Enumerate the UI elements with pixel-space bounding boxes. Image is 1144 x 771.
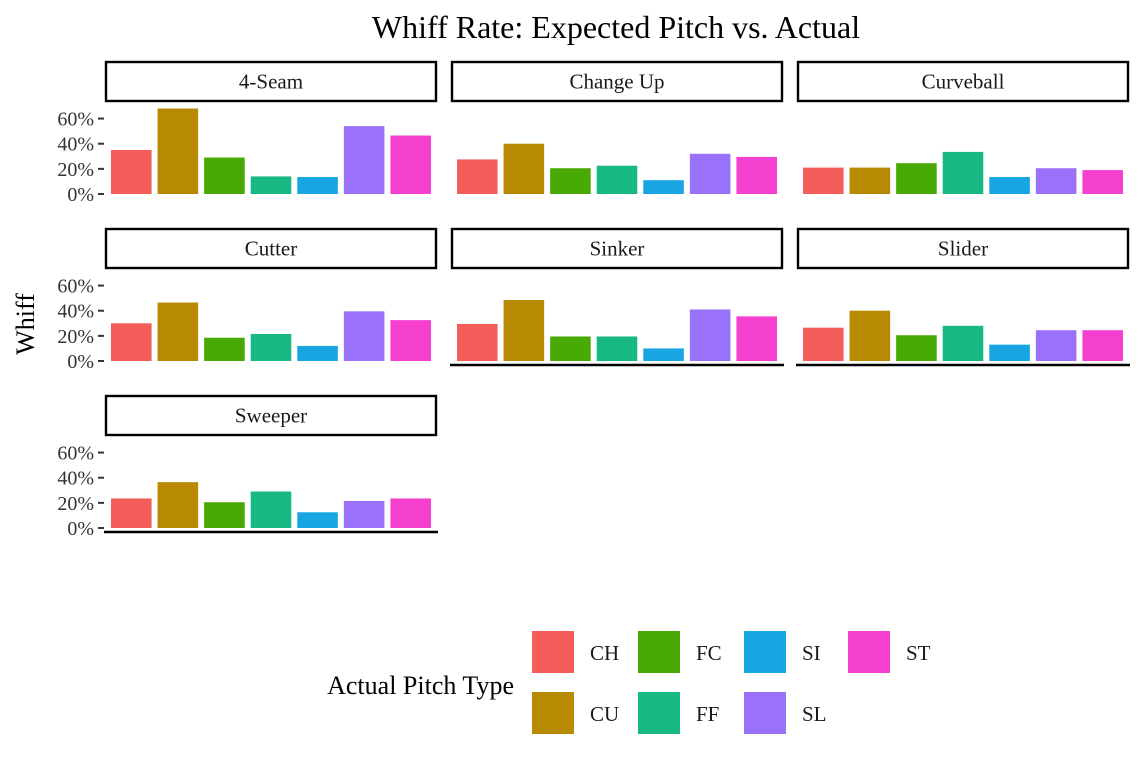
bar-sl <box>344 126 385 194</box>
legend-key-si <box>744 631 786 673</box>
legend-label-ch: CH <box>590 641 619 665</box>
y-tick-label: 20% <box>57 493 94 515</box>
bar-cu <box>850 311 891 361</box>
bar-sl <box>690 154 731 194</box>
bar-fc <box>204 158 245 194</box>
bar-ch <box>111 323 152 361</box>
bar-fc <box>896 335 937 361</box>
facet-strip-label: Sweeper <box>235 404 307 428</box>
bar-ff <box>597 336 638 361</box>
bar-si <box>643 348 684 361</box>
bar-si <box>297 177 338 194</box>
bar-st <box>736 316 777 361</box>
facet-strip-label: Curveball <box>922 70 1005 94</box>
bar-sl <box>344 311 385 361</box>
facet-strip-label: Change Up <box>569 70 664 94</box>
legend-label-si: SI <box>802 641 821 665</box>
bar-ff <box>943 326 984 361</box>
bar-fc <box>896 163 937 194</box>
bar-ff <box>597 166 638 194</box>
legend-key-cu <box>532 692 574 734</box>
y-axis-label: Whiff <box>11 293 40 355</box>
y-tick-label: 60% <box>57 443 94 465</box>
bar-ch <box>457 159 498 194</box>
y-tick-label: 20% <box>57 159 94 181</box>
bar-ch <box>803 328 844 361</box>
facet-panel: Sinker <box>450 229 784 365</box>
legend-key-fc <box>638 631 680 673</box>
facet-panel: 4-Seam 0% 20% 40% 60% <box>57 62 436 206</box>
bar-si <box>989 345 1030 361</box>
legend-title: Actual Pitch Type <box>327 671 514 700</box>
legend-label-st: ST <box>906 641 931 665</box>
bar-fc <box>550 168 591 194</box>
facet-panels: 4-Seam 0% 20% 40% 60% Change Up Curveball Cutte… <box>57 62 1130 540</box>
facet-strip-label: Sinker <box>590 237 645 261</box>
bar-st <box>390 498 431 528</box>
facet-strip-label: Cutter <box>245 237 298 261</box>
legend-label-sl: SL <box>802 702 827 726</box>
bar-sl <box>344 501 385 528</box>
bar-cu <box>850 168 891 194</box>
bar-si <box>643 180 684 194</box>
y-tick-label: 40% <box>57 134 94 156</box>
legend-key-sl <box>744 692 786 734</box>
bar-cu <box>158 303 199 361</box>
bar-cu <box>158 482 199 528</box>
y-tick-label: 0% <box>67 351 94 373</box>
y-tick-label: 40% <box>57 468 94 490</box>
bar-si <box>297 512 338 528</box>
bar-ch <box>111 498 152 528</box>
y-tick-label: 0% <box>67 184 94 206</box>
legend-label-ff: FF <box>696 702 719 726</box>
bar-st <box>1082 330 1123 361</box>
bar-ff <box>251 334 292 361</box>
bar-sl <box>1036 330 1077 361</box>
bar-fc <box>204 338 245 361</box>
bar-st <box>736 157 777 194</box>
legend-label-cu: CU <box>590 702 619 726</box>
legend-key-ch <box>532 631 574 673</box>
bar-ff <box>251 176 292 194</box>
y-tick-label: 40% <box>57 301 94 323</box>
bar-st <box>1082 170 1123 194</box>
bar-cu <box>504 300 545 361</box>
bar-ch <box>803 168 844 194</box>
bar-fc <box>204 502 245 528</box>
bar-cu <box>504 144 545 194</box>
facet-panel: Slider <box>796 229 1130 365</box>
facet-panel: Sweeper 0% 20% 40% 60% <box>57 396 438 540</box>
legend-label-fc: FC <box>696 641 722 665</box>
bar-ch <box>457 324 498 361</box>
bar-fc <box>550 336 591 361</box>
bar-sl <box>690 309 731 361</box>
y-tick-label: 60% <box>57 109 94 131</box>
facet-panel: Curveball <box>798 62 1128 194</box>
bar-st <box>390 136 431 194</box>
bar-ff <box>943 152 984 194</box>
y-tick-label: 60% <box>57 276 94 298</box>
facet-panel: Cutter 0% 20% 40% 60% <box>57 229 436 373</box>
bar-si <box>297 346 338 361</box>
bar-si <box>989 177 1030 194</box>
chart-title: Whiff Rate: Expected Pitch vs. Actual <box>372 9 860 45</box>
bar-ch <box>111 150 152 194</box>
y-tick-label: 20% <box>57 326 94 348</box>
bar-cu <box>158 109 199 194</box>
facet-strip-label: 4-Seam <box>239 70 303 94</box>
bar-ff <box>251 492 292 528</box>
bar-sl <box>1036 168 1077 194</box>
legend: CH CU FC FF SI SL ST <box>532 631 931 734</box>
facet-strip-label: Slider <box>938 237 988 261</box>
legend-key-ff <box>638 692 680 734</box>
legend-key-st <box>848 631 890 673</box>
y-tick-label: 0% <box>67 518 94 540</box>
bar-st <box>390 320 431 361</box>
facet-panel: Change Up <box>452 62 782 194</box>
